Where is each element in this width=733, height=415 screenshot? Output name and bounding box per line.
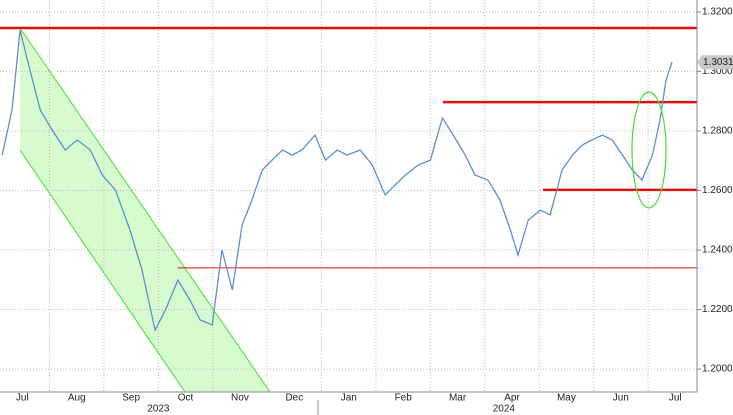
x-tick-label: Jul (669, 393, 682, 404)
last-price-label: 1.3031 (703, 57, 733, 68)
x-tick-label: Feb (395, 393, 413, 404)
labels: 1.2000 1.2200 1.2400 1.2600 1.2800 1.3000 1.32… (16, 7, 733, 415)
y-tick-label: 1.2600 (702, 185, 733, 196)
x-tick-label: May (557, 393, 576, 404)
year-label: 2024 (493, 404, 516, 415)
y-tick-label: 1.2800 (702, 126, 733, 137)
x-tick-label: Jul (16, 393, 29, 404)
x-tick-label: Mar (449, 393, 467, 404)
grid (0, 0, 697, 392)
x-tick-label: Aug (68, 393, 86, 404)
x-tick-label: Jun (613, 393, 629, 404)
y-tick-label: 1.3200 (702, 7, 733, 18)
y-tick-label: 1.2000 (702, 364, 733, 375)
x-tick-label: Apr (504, 393, 520, 404)
marks (0, 26, 697, 333)
y-tick-label: 1.2200 (702, 304, 733, 315)
y-tick-label: 1.2400 (702, 245, 733, 256)
x-tick-label: Jan (341, 393, 357, 404)
x-tick-label: Oct (178, 393, 194, 404)
price-line (1, 29, 673, 333)
x-tick-label: Sep (122, 393, 140, 404)
channel-upper (19, 27, 271, 393)
y-tick-label: 1.3000 (702, 66, 733, 77)
x-tick-label: Dec (285, 393, 303, 404)
highlight-ellipse (631, 91, 667, 209)
year-label: 2023 (147, 404, 170, 415)
x-tick-label: Nov (231, 393, 249, 404)
channel-lower (19, 149, 186, 393)
last-price-box (697, 55, 733, 70)
